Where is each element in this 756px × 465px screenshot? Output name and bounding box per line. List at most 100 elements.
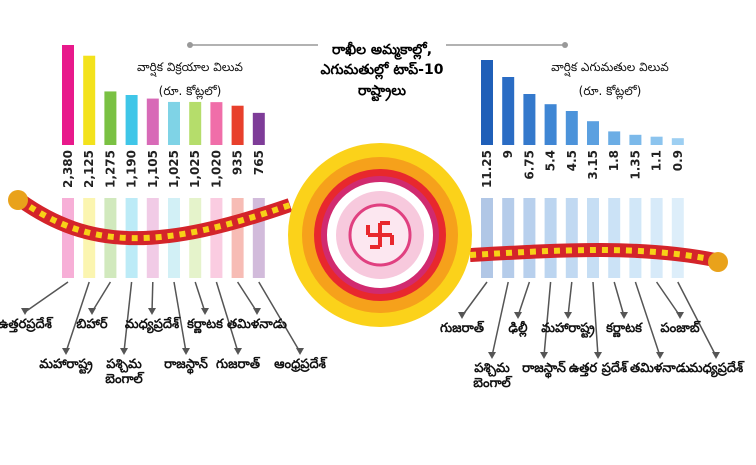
bar-shadow xyxy=(502,198,515,278)
bar xyxy=(146,98,159,145)
category-label: మహారాష్ట్ర xyxy=(541,321,595,336)
arrow-head xyxy=(656,352,664,359)
value-label: 935 xyxy=(231,150,245,175)
category-label: ఉత్తరప్రదేశ్ xyxy=(0,317,52,332)
bar xyxy=(252,112,265,145)
arrow-head xyxy=(296,348,304,355)
arrow xyxy=(91,281,112,313)
bar-shadow xyxy=(231,198,244,278)
arrow-head xyxy=(201,308,209,315)
bar-shadow xyxy=(544,198,557,278)
bar xyxy=(168,101,180,145)
bar xyxy=(565,111,578,145)
value-label: 5.4 xyxy=(544,150,558,171)
value-label: 4.5 xyxy=(565,150,579,171)
category-label: కర్ణాటక xyxy=(606,321,642,336)
category-label: ఆంధ్రప్రదేశ్ xyxy=(274,357,326,372)
arrow xyxy=(677,281,717,357)
value-label: 765 xyxy=(252,150,266,175)
category-label: పశ్చిమ బెంగాల్ xyxy=(105,357,143,387)
arrow xyxy=(236,281,258,313)
subtitle: వార్షిక ఎగుమతుల విలువ xyxy=(551,60,669,74)
value-label: 1,190 xyxy=(125,150,139,188)
bar xyxy=(544,104,557,145)
arrow-head xyxy=(564,312,572,319)
category-label: బిహార్ xyxy=(76,317,108,332)
bar xyxy=(210,102,223,145)
bar xyxy=(650,136,663,145)
arrow-head xyxy=(148,308,156,315)
bar-shadow xyxy=(252,198,265,278)
arrow-head xyxy=(253,308,261,315)
arrow xyxy=(655,281,681,317)
category-label: పశ్చిమ బెంగాల్ xyxy=(473,361,511,391)
rakhi-ribbon xyxy=(8,190,728,272)
bar xyxy=(62,45,74,145)
bar-shadow xyxy=(481,198,493,278)
arrow-head xyxy=(21,308,29,315)
arrow-head xyxy=(676,312,684,319)
arrow xyxy=(24,281,69,313)
rakhi-center xyxy=(288,143,472,327)
arrow-head xyxy=(62,348,70,355)
arrow xyxy=(151,281,154,313)
arrow-head xyxy=(540,352,548,359)
category-label: మధ్యప్రదేశ్ xyxy=(124,317,180,332)
arrow-head xyxy=(488,352,496,359)
arrow-head xyxy=(594,352,602,359)
arrow xyxy=(491,281,509,357)
value-label: 1,105 xyxy=(146,150,160,188)
bar-shadow xyxy=(629,198,642,278)
value-label: 1.1 xyxy=(650,150,664,171)
arrow xyxy=(567,281,573,317)
category-label: పంజాబ్ xyxy=(660,321,700,336)
bar xyxy=(608,131,621,145)
category-label: మహారాష్ట్ర xyxy=(39,357,93,372)
category-label: రాజస్థాన్ xyxy=(164,357,208,372)
category-label: ఉత్తర ప్రదేశ్ xyxy=(568,361,628,376)
category-label: గుజరాత్ xyxy=(216,357,260,372)
subtitle: వార్షిక విక్రయాల విలువ xyxy=(137,60,243,74)
bar xyxy=(671,138,684,145)
category-label: ఢిల్లీ xyxy=(508,321,528,336)
value-label: 0.9 xyxy=(671,150,685,171)
bar-shadow xyxy=(587,198,599,278)
value-label: 1,025 xyxy=(188,150,202,188)
category-label: కర్ణాటక xyxy=(187,317,223,332)
bar xyxy=(189,101,202,145)
arrow xyxy=(517,281,531,317)
category-label: గుజరాత్ xyxy=(440,321,484,336)
unit-label: (రూ. కోట్లలో) xyxy=(578,84,642,98)
category-label: తమిళనాడు xyxy=(227,317,287,332)
arrow xyxy=(194,281,206,313)
value-label: 1,025 xyxy=(167,150,181,188)
arrow xyxy=(461,281,488,317)
bar xyxy=(104,91,117,145)
bar-shadow xyxy=(565,198,578,278)
arrow-head xyxy=(514,312,522,319)
arrow xyxy=(215,281,239,353)
bar xyxy=(523,94,536,145)
unit-label: (రూ. కోట్లలో) xyxy=(158,84,222,98)
bar xyxy=(125,95,138,145)
title: రాఖీల అమ్మకాల్లో, ఎగుమతుల్లో టాప్-10 రాష… xyxy=(318,36,446,105)
arrow xyxy=(258,281,301,353)
bar-shadow xyxy=(608,198,621,278)
value-label: 9 xyxy=(501,150,515,158)
bar-shadow xyxy=(671,198,684,278)
arrow xyxy=(543,281,552,357)
value-label: 3.15 xyxy=(586,150,600,180)
arrow xyxy=(65,281,90,353)
arrow xyxy=(173,281,187,353)
bar xyxy=(587,121,599,145)
arrow xyxy=(613,281,625,317)
arrow-head xyxy=(458,312,466,319)
bar xyxy=(629,134,642,145)
value-label: 1,275 xyxy=(103,150,117,188)
bar xyxy=(231,105,244,145)
category-label: తమిళనాడు xyxy=(630,361,690,376)
value-label: 6.75 xyxy=(522,150,536,180)
arrow-head xyxy=(712,352,720,359)
